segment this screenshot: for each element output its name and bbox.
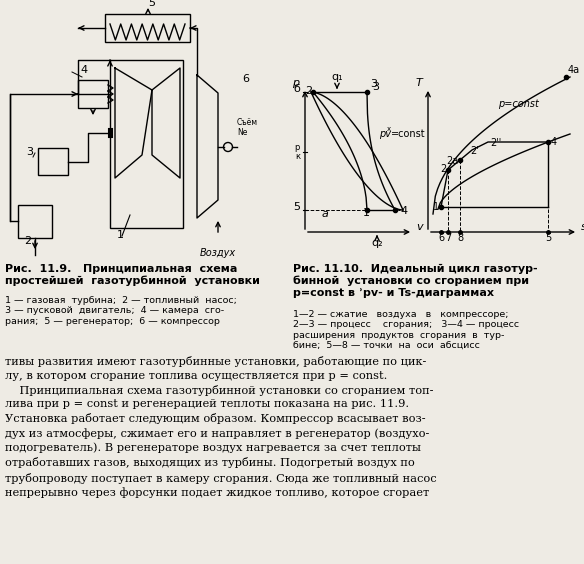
Text: 2': 2': [470, 146, 479, 156]
Text: 3: 3: [26, 147, 33, 157]
Text: 3: 3: [370, 79, 377, 89]
Text: 2'': 2'': [490, 138, 501, 148]
Bar: [18, 205, 52, 238]
Text: p: p: [292, 78, 299, 88]
Text: Рис. 11.10.  Идеальный цикл газотур-
бинной  установки со сгоранием при
p=const : Рис. 11.10. Идеальный цикл газотур- бинн…: [293, 264, 538, 298]
Text: 5: 5: [293, 202, 300, 212]
Text: 4: 4: [551, 137, 557, 147]
Text: 2: 2: [25, 236, 32, 246]
Text: p=const: p=const: [498, 99, 539, 109]
Text: 1 — газовая  турбина;  2 — топливный  насос;
3 — пусковой  двигатель;  4 — камер: 1 — газовая турбина; 2 — топливный насос…: [5, 296, 237, 326]
Text: 1: 1: [363, 208, 370, 218]
Text: 7: 7: [445, 233, 451, 243]
Text: 2: 2: [440, 164, 446, 174]
Text: =const: =const: [391, 129, 426, 139]
Bar: [105, 14, 190, 42]
Text: 6: 6: [438, 233, 444, 243]
Text: 1—2 — сжатие   воздуха   в   компрессоре;
2—3 — процесс    сгорания;   3—4 — про: 1—2 — сжатие воздуха в компрессоре; 2—3 …: [293, 310, 519, 350]
Text: q₁: q₁: [331, 72, 343, 82]
Text: 2: 2: [305, 86, 312, 96]
Text: 2а: 2а: [446, 156, 458, 166]
Text: тивы развития имеют газотурбинные установки, работающие по цик-
лу, в котором сг: тивы развития имеют газотурбинные устано…: [5, 356, 437, 498]
Text: 4: 4: [81, 65, 88, 75]
Text: 5: 5: [148, 0, 155, 8]
Text: р
к: р к: [294, 143, 300, 161]
Text: 8: 8: [457, 233, 463, 243]
Text: T: T: [415, 78, 422, 88]
Text: x: x: [387, 126, 391, 132]
Text: 5: 5: [545, 233, 551, 243]
Bar: [110, 60, 183, 228]
Text: Съём: Съём: [237, 118, 258, 127]
Text: 1: 1: [433, 202, 439, 212]
Text: Воздух: Воздух: [200, 248, 236, 258]
Text: б: б: [293, 84, 300, 94]
Text: Nе: Nе: [237, 128, 248, 137]
Text: 1: 1: [116, 230, 123, 240]
Text: 4: 4: [400, 206, 407, 216]
Text: pv: pv: [379, 129, 391, 139]
Bar: [78, 80, 108, 108]
Bar: [38, 148, 68, 175]
Text: q₂: q₂: [371, 238, 383, 248]
Text: Рис.  11.9.   Принципиальная  схема
простейшей  газотурбинной  установки: Рис. 11.9. Принципиальная схема простейш…: [5, 264, 260, 286]
Text: a: a: [322, 209, 328, 219]
Text: 6: 6: [242, 74, 249, 84]
Text: v: v: [416, 222, 423, 232]
Text: 4а: 4а: [568, 65, 580, 75]
Text: 3: 3: [372, 82, 379, 92]
Text: s: s: [581, 222, 584, 232]
